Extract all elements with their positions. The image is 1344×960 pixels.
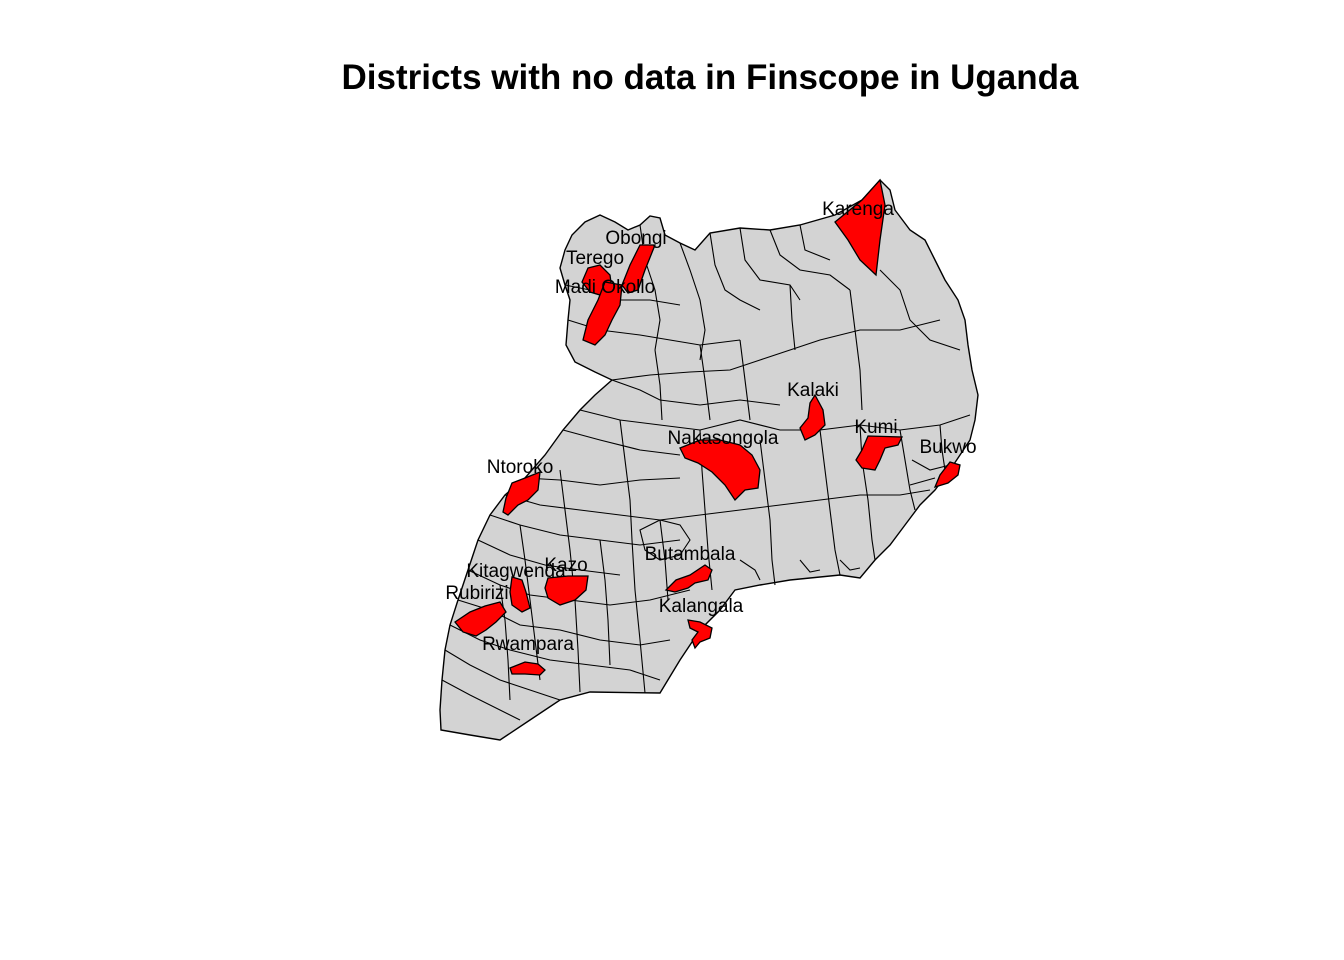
label-rwampara: Rwampara xyxy=(482,634,574,655)
label-kalaki: Kalaki xyxy=(787,380,839,401)
district-kumi xyxy=(855,435,904,471)
district-bukwo xyxy=(933,461,961,489)
label-kumi: Kumi xyxy=(854,417,897,438)
label-bukwo: Bukwo xyxy=(919,437,976,458)
no-data-districts xyxy=(454,178,961,676)
label-terego: Terego xyxy=(566,248,624,269)
district-nakasongola xyxy=(679,439,761,502)
label-kalangala: Kalangala xyxy=(659,596,744,617)
label-kitagwenda: Kitagwenda xyxy=(466,561,566,582)
label-kazo: Kazo xyxy=(544,555,587,576)
district-obongi xyxy=(621,244,656,294)
district-butambala xyxy=(664,564,713,593)
label-rubirizi: Rubirizi xyxy=(445,583,508,604)
label-butambala: Butambala xyxy=(645,544,736,565)
district-kalaki xyxy=(799,393,826,441)
label-nakasongola: Nakasongola xyxy=(668,428,779,449)
label-obongi: Obongi xyxy=(605,228,666,249)
district-ntoroko xyxy=(502,470,541,516)
district-rubirizi xyxy=(454,601,507,637)
district-karenga xyxy=(834,178,886,277)
district-kitagwenda xyxy=(509,576,531,613)
label-ntoroko: Ntoroko xyxy=(487,457,554,478)
district-madi-okollo xyxy=(582,281,623,346)
page-title: Districts with no data in Finscope in Ug… xyxy=(341,58,1079,97)
label-madi-okollo: Madi Okollo xyxy=(555,277,655,298)
district-kalangala xyxy=(687,619,713,650)
district-kazo xyxy=(544,575,589,606)
label-karenga: Karenga xyxy=(822,199,894,220)
district-rwampara xyxy=(509,661,546,676)
